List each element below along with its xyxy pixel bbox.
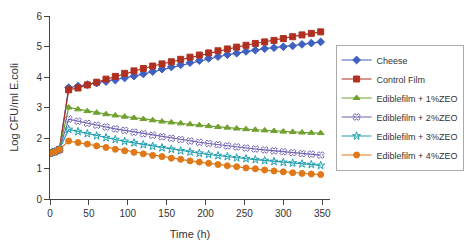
svg-text:Ediblefilm + 1%ZEO: Ediblefilm + 1%ZEO <box>377 94 458 104</box>
svg-text:0: 0 <box>47 208 53 219</box>
svg-text:Ediblefilm + 3%ZEO: Ediblefilm + 3%ZEO <box>377 132 458 142</box>
svg-text:300: 300 <box>275 208 292 219</box>
svg-text:100: 100 <box>119 208 136 219</box>
svg-text:Cheese: Cheese <box>377 56 408 66</box>
svg-text:250: 250 <box>236 208 253 219</box>
svg-text:5: 5 <box>36 41 42 52</box>
svg-text:4: 4 <box>36 72 42 83</box>
svg-text:2: 2 <box>36 133 42 144</box>
svg-text:350: 350 <box>314 208 331 219</box>
svg-text:50: 50 <box>83 208 95 219</box>
svg-text:Log CFU/ml E.coli: Log CFU/ml E.coli <box>8 63 20 152</box>
svg-text:Control Film: Control Film <box>377 75 426 85</box>
svg-text:150: 150 <box>158 208 175 219</box>
svg-text:Time (h): Time (h) <box>170 228 211 240</box>
svg-text:1: 1 <box>36 163 42 174</box>
svg-text:3: 3 <box>36 102 42 113</box>
svg-text:Ediblefilm + 4%ZEO: Ediblefilm + 4%ZEO <box>377 151 458 161</box>
svg-text:6: 6 <box>36 11 42 22</box>
svg-text:200: 200 <box>197 208 214 219</box>
svg-text:Ediblefilm + 2%ZEO: Ediblefilm + 2%ZEO <box>377 113 458 123</box>
svg-text:0: 0 <box>36 194 42 205</box>
